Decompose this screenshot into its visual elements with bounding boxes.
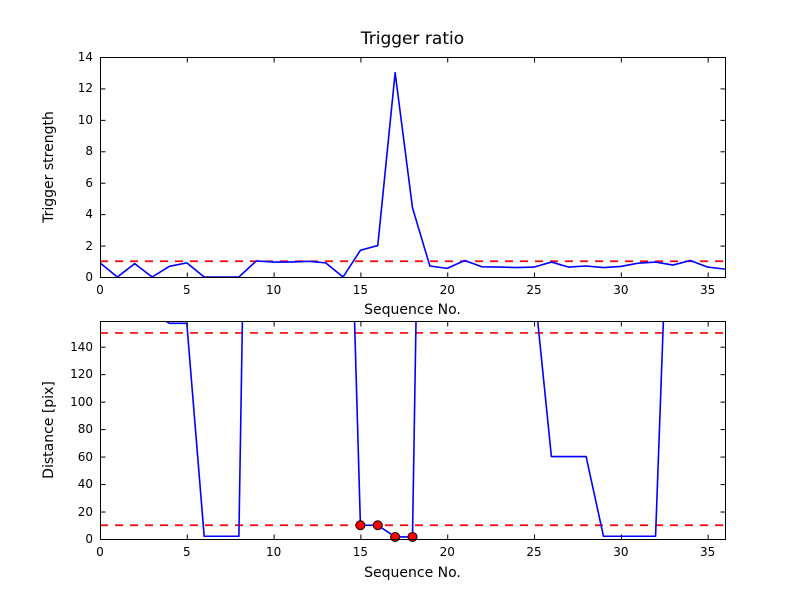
y-tick-label: 60 [77, 449, 93, 464]
trigger-strength-line [100, 71, 725, 277]
y-tick-label: 2 [85, 238, 93, 253]
x-tick-label: 10 [265, 283, 282, 297]
marker-point [372, 520, 383, 531]
y-tick-label: 4 [85, 207, 93, 222]
y-tick-label: 80 [77, 422, 93, 437]
top-plot [100, 57, 726, 278]
y-tick-label: 10 [77, 112, 93, 127]
x-tick-label: 15 [352, 283, 369, 297]
tick-marks [100, 57, 726, 278]
y-tick-label: 8 [85, 144, 93, 159]
top-y-axis-label: Trigger strength [41, 111, 57, 223]
x-tick-label: 25 [526, 545, 542, 559]
bottom-plot [100, 321, 726, 542]
x-tick-label: 35 [699, 545, 716, 559]
axes-frame [100, 321, 726, 540]
x-tick-label: 0 [96, 545, 104, 559]
marker-point [355, 520, 366, 531]
top-x-axis-label: Sequence No. [364, 302, 461, 318]
x-tick-label: 5 [182, 283, 191, 297]
x-tick-label: 20 [439, 283, 455, 297]
x-tick-label: 10 [265, 545, 282, 559]
y-tick-label: 140 [70, 339, 93, 354]
y-tick-label: 0 [85, 270, 93, 284]
y-tick-label: 40 [77, 477, 93, 492]
x-tick-label: 20 [439, 545, 455, 559]
bottom-x-axis-label: Sequence No. [364, 565, 461, 581]
y-tick-label: 120 [70, 367, 93, 382]
x-tick-label: 0 [96, 283, 104, 297]
x-tick-label: 35 [699, 283, 716, 297]
axes-frame [100, 57, 726, 278]
y-tick-label: 100 [70, 394, 93, 409]
marker-point [407, 531, 418, 542]
y-tick-label: 14 [77, 50, 93, 64]
tick-marks [100, 321, 726, 540]
x-tick-label: 25 [526, 283, 542, 297]
x-tick-label: 5 [182, 545, 191, 559]
y-tick-label: 6 [85, 175, 93, 190]
y-tick-label: 0 [85, 532, 93, 546]
y-tick-label: 20 [77, 504, 93, 519]
x-tick-label: 30 [613, 545, 629, 559]
y-tick-label: 12 [77, 81, 93, 96]
x-tick-label: 30 [613, 283, 629, 297]
matched-points [355, 520, 418, 542]
chart-title: Trigger ratio [360, 29, 465, 49]
x-tick-label: 15 [352, 545, 369, 559]
marker-point [390, 531, 401, 542]
